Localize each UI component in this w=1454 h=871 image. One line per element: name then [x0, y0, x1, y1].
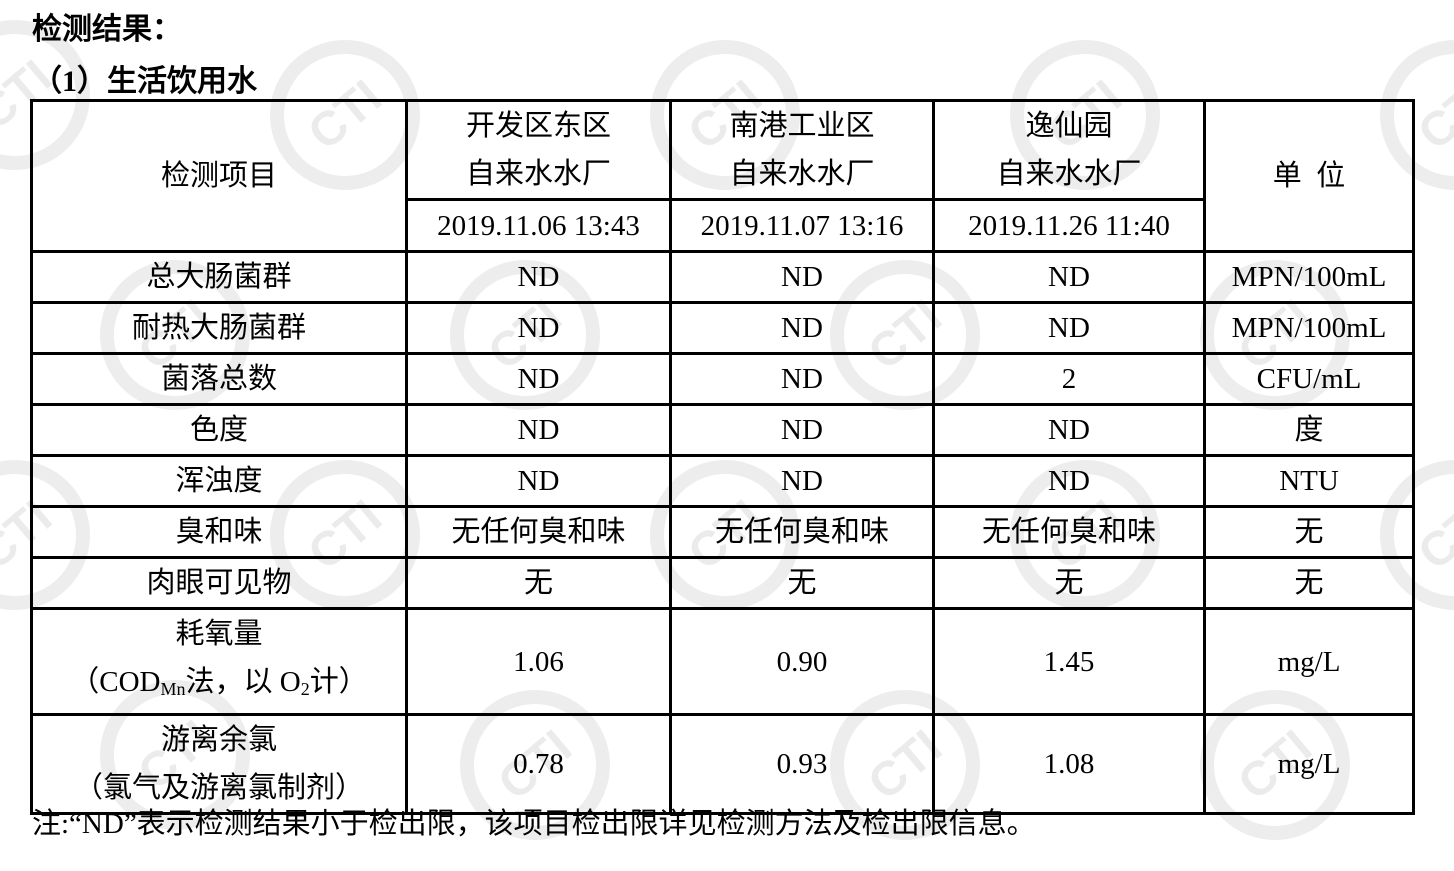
value-cell: ND — [405, 403, 672, 457]
table-row: 菌落总数 ND ND 2 CFU/mL — [30, 352, 1415, 406]
table-row: 浑浊度 ND ND ND NTU — [30, 454, 1415, 508]
value-cell: 无 — [932, 556, 1206, 610]
results-table: 检测项目 开发区东区 自来水水厂 南港工业区 自来水水厂 逸仙园 自来水水厂 单 位 … — [30, 99, 1415, 815]
value-cell: 0.90 — [669, 607, 935, 716]
section-heading: 检测结果： — [32, 13, 182, 46]
site-header: 南港工业区自来水水厂 — [669, 99, 935, 201]
value-cell: 无任何臭和味 — [669, 505, 935, 559]
table-row: 耗氧量 （CODMn法，以 O2计） 1.06 0.90 1.45 mg/L — [30, 607, 1415, 716]
value-cell: ND — [932, 301, 1206, 355]
item-cell: 耗氧量 （CODMn法，以 O2计） — [30, 607, 408, 716]
value-cell: 无 — [669, 556, 935, 610]
item-name: 游离余氯 — [160, 724, 277, 756]
value-cell: 1.08 — [932, 713, 1206, 815]
site-name: 逸仙园 — [1025, 110, 1113, 142]
sampling-datetime: 2019.11.07 13:16 — [669, 198, 935, 253]
unit-cell: MPN/100mL — [1203, 250, 1415, 304]
value-cell: ND — [669, 403, 935, 457]
table-row: 总大肠菌群 ND ND ND MPN/100mL — [30, 250, 1415, 304]
value-cell: ND — [669, 454, 935, 508]
unit-header: 单 位 — [1203, 99, 1415, 253]
item-cell: 菌落总数 — [30, 352, 408, 406]
item-cell: 肉眼可见物 — [30, 556, 408, 610]
unit-cell: MPN/100mL — [1203, 301, 1415, 355]
sampling-datetime: 2019.11.06 13:43 — [405, 198, 672, 253]
header-row: 检测项目 开发区东区自来水水厂 南港工业区自来水水厂 逸仙园自来水水厂 单 位 — [30, 99, 1415, 253]
table-row: 肉眼可见物无无无无 — [30, 556, 1415, 610]
site-name-line2: 自来水水厂 — [729, 158, 875, 190]
unit-cell: CFU/mL — [1203, 352, 1415, 406]
unit-cell: 无 — [1203, 505, 1415, 559]
item-cell: 浑浊度 — [30, 454, 408, 508]
value-cell: ND — [932, 454, 1206, 508]
item-qualifier: （CODMn法，以 O2计） — [70, 666, 368, 699]
value-cell: ND — [405, 250, 672, 304]
table-row: 臭和味 无任何臭和味 无任何臭和味 无任何臭和味无 — [30, 505, 1415, 559]
value-cell: 0.78 — [405, 713, 672, 815]
datetime-row: 2019.11.06 13:43 2019.11.07 13:16 2019.1… — [32, 198, 1414, 253]
value-cell: ND — [669, 352, 935, 406]
value-cell: ND — [932, 250, 1206, 304]
subsection-heading: （1）生活饮用水 — [32, 65, 257, 98]
value-cell: ND — [669, 250, 935, 304]
unit-cell: 度 — [1203, 403, 1415, 457]
table-row: 游离余氯 （氯气及游离氯制剂） 0.78 0.93 1.08 mg/L — [30, 713, 1415, 815]
unit-cell: mg/L — [1203, 713, 1415, 815]
item-cell: 色度 — [30, 403, 408, 457]
value-cell: 1.45 — [932, 607, 1206, 716]
value-cell: 无任何臭和味 — [932, 505, 1206, 559]
value-cell: 1.06 — [405, 607, 672, 716]
value-cell: 无 — [405, 556, 672, 610]
value-cell: ND — [405, 352, 672, 406]
value-cell: 2 — [932, 352, 1206, 406]
unit-cell: NTU — [1203, 454, 1415, 508]
site-header: 逸仙园 自来水水厂 — [932, 99, 1206, 201]
site-name-line2: 自来水水厂 — [996, 158, 1142, 190]
item-qualifier: （氯气及游离氯制剂） — [73, 772, 364, 804]
value-cell: ND — [932, 403, 1206, 457]
unit-cell: 无 — [1203, 556, 1415, 610]
value-cell: 0.93 — [669, 713, 935, 815]
sampling-datetime: 2019.11.26 11:40 — [932, 198, 1206, 253]
table-row: 色度 ND ND ND 度 — [30, 403, 1415, 457]
site-header: 开发区东区自来水水厂 — [405, 99, 672, 201]
item-cell: 耐热大肠菌群 — [30, 301, 408, 355]
site-name: 南港工业区 — [729, 110, 875, 142]
unit-cell: mg/L — [1203, 607, 1415, 716]
item-cell: 游离余氯 （氯气及游离氯制剂） — [30, 713, 408, 815]
value-cell: ND — [405, 454, 672, 508]
item-name: 耗氧量 — [175, 618, 263, 650]
value-cell: ND — [669, 301, 935, 355]
item-cell: 总大肠菌群 — [30, 250, 408, 304]
item-header: 检测项目 — [30, 99, 408, 253]
site-name-line2: 自来水水厂 — [465, 158, 611, 190]
value-cell: ND — [405, 301, 672, 355]
value-cell: 无任何臭和味 — [405, 505, 672, 559]
item-cell: 臭和味 — [30, 505, 408, 559]
table-row: 耐热大肠菌群 ND ND ND MPN/100mL — [30, 301, 1415, 355]
site-name: 开发区东区 — [465, 110, 611, 142]
